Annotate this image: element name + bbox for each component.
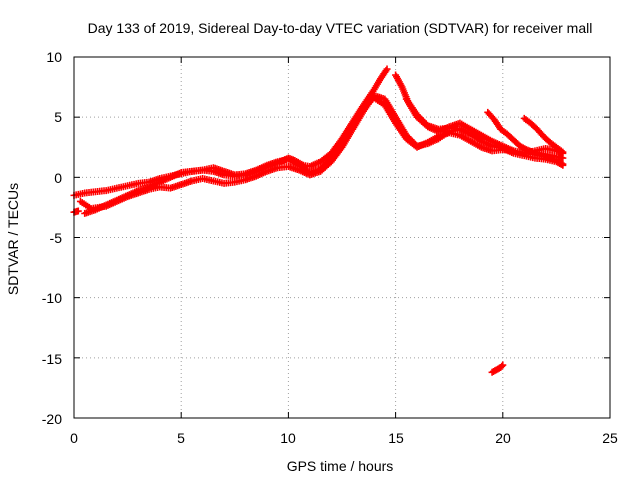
x-tick-label: 5	[177, 430, 185, 446]
y-axis-label: SDTVAR / TECUs	[5, 183, 21, 295]
data-point	[477, 135, 485, 143]
series-track-f	[484, 108, 567, 162]
chart-title: Day 133 of 2019, Sidereal Day-to-day VTE…	[88, 20, 593, 36]
y-tick-label: 5	[54, 109, 62, 125]
x-tick-labels: 0 5 10 15 20 25	[70, 430, 618, 446]
x-tick-label: 0	[70, 430, 78, 446]
plot-frame	[73, 56, 611, 419]
x-tick-label: 25	[602, 430, 618, 446]
data-point	[383, 65, 391, 73]
series-track-h	[488, 361, 507, 376]
data-point	[74, 207, 82, 215]
x-axis-label: GPS time / hours	[287, 458, 394, 474]
y-tick-label: -20	[42, 411, 62, 427]
y-tick-label: -10	[42, 290, 62, 306]
x-tick-label: 20	[495, 430, 511, 446]
x-tick-label: 10	[280, 430, 296, 446]
x-tick-label: 15	[388, 430, 404, 446]
series-track-g	[520, 114, 567, 156]
data-point	[498, 362, 506, 370]
y-tick-label: 0	[54, 170, 62, 186]
data-point	[499, 361, 507, 369]
y-tick-label: -15	[42, 351, 62, 367]
data-points	[70, 65, 567, 376]
y-tick-label: 10	[46, 49, 62, 65]
data-point	[559, 154, 567, 162]
y-tick-labels: 10 5 0 -5 -10 -15 -20	[42, 49, 62, 427]
y-tick-label: -5	[50, 230, 63, 246]
series-track-e	[402, 95, 485, 143]
data-point	[559, 160, 567, 168]
data-point	[559, 148, 567, 156]
